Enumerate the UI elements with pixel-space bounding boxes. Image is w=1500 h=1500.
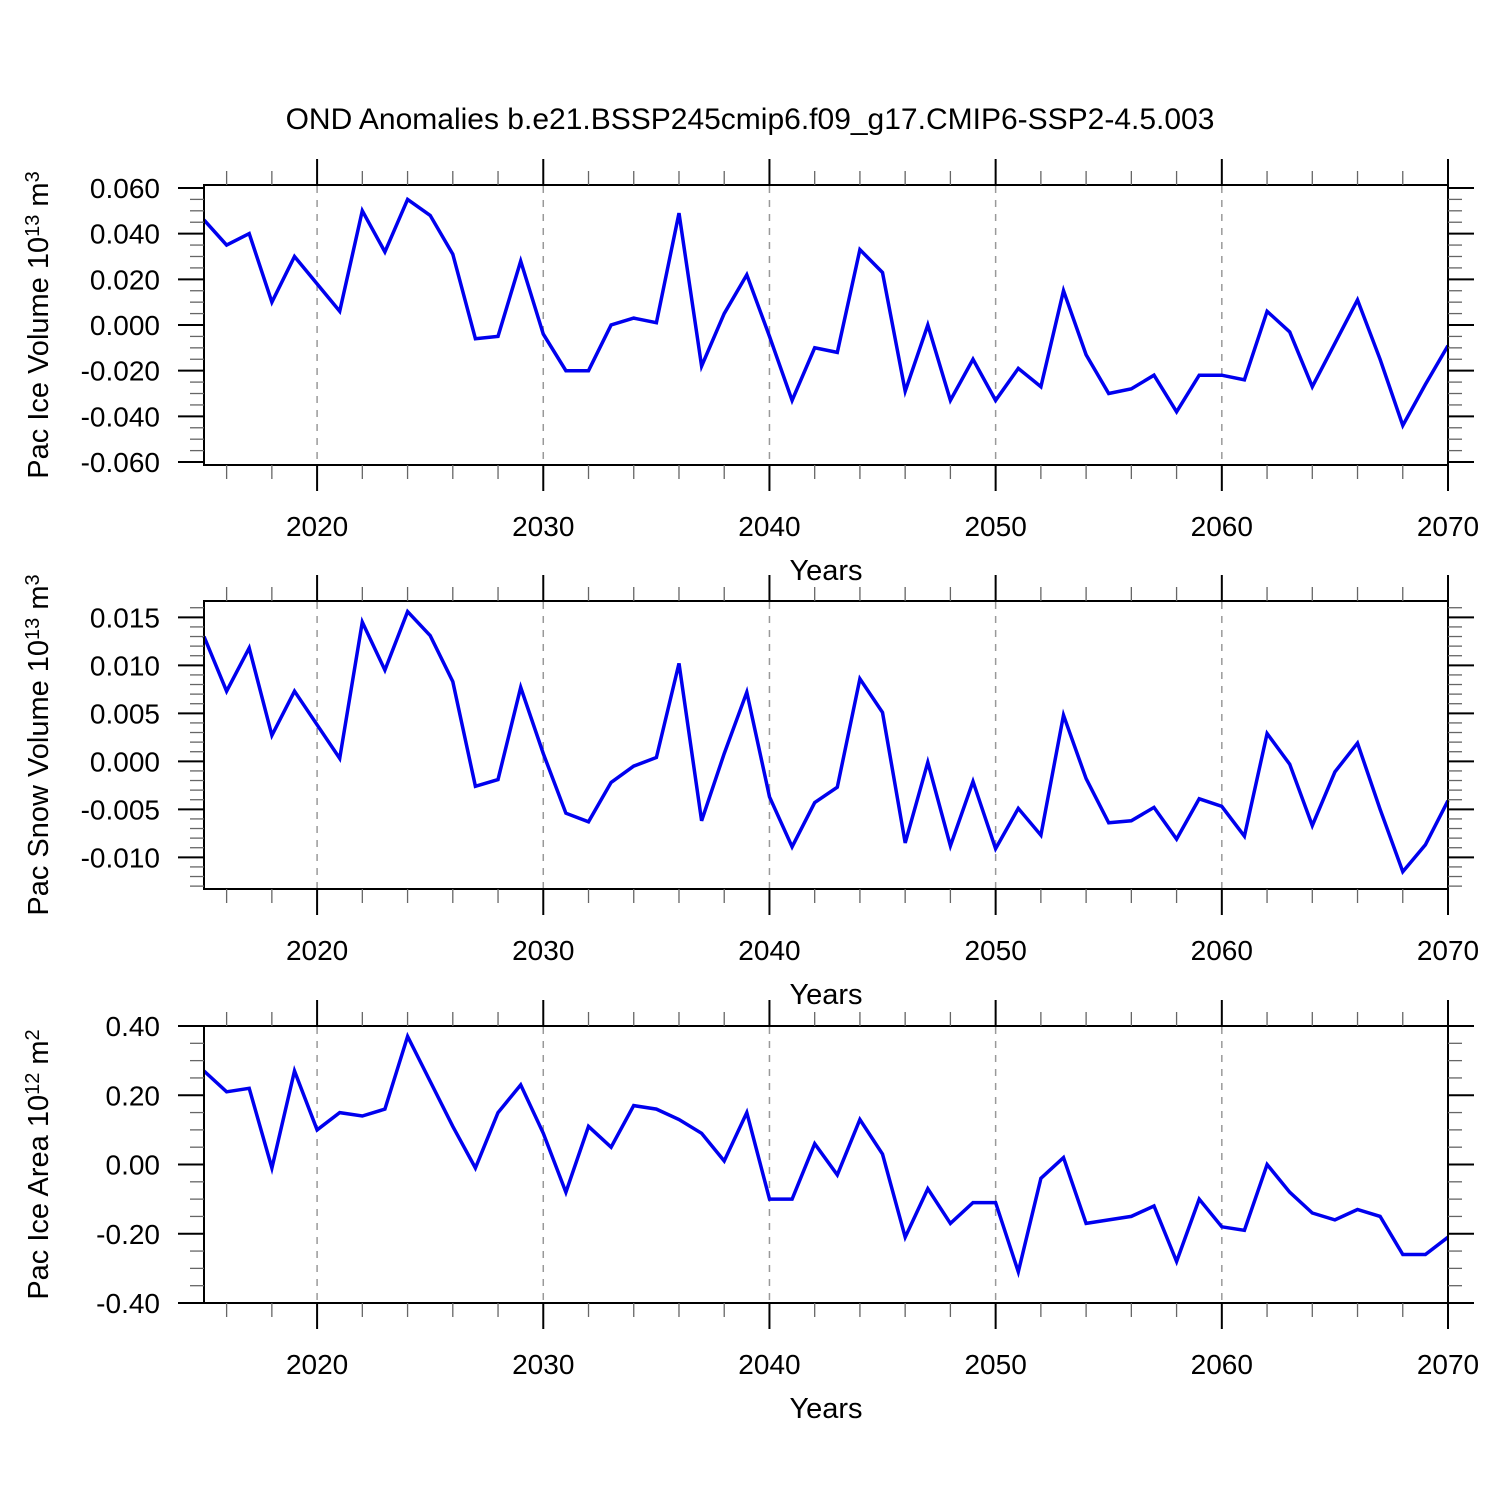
- panel-3-x-tick-label: 2060: [1191, 1349, 1253, 1380]
- panel-3-x-tick-label: 2050: [964, 1349, 1026, 1380]
- panel-2-y-tick-label: 0.015: [90, 602, 160, 633]
- panel-2-x-tick-label: 2040: [738, 935, 800, 966]
- panel-3-y-tick-label: 0.00: [106, 1150, 161, 1181]
- panel-1-x-tick-label: 2060: [1191, 511, 1253, 542]
- panel-3-x-tick-label: 2020: [286, 1349, 348, 1380]
- panel-1-y-tick-label: -0.040: [81, 401, 160, 432]
- panel-3-y-tick-label: -0.20: [96, 1219, 160, 1250]
- panel-3-x-axis-title: Years: [789, 1393, 862, 1425]
- panel-2-y-tick-label: -0.010: [81, 842, 160, 873]
- panel-1-series-line-pac-ice-volume: [202, 196, 1450, 430]
- panel-2-y-tick-label: -0.005: [81, 794, 160, 825]
- panel-3-x-tick-label: 2030: [512, 1349, 574, 1380]
- panel-1-x-tick-label: 2070: [1417, 511, 1479, 542]
- panel-1-x-tick-label: 2040: [738, 511, 800, 542]
- panel-3-y-tick-label: 0.40: [106, 1011, 161, 1042]
- panel-3-x-tick-label: 2070: [1417, 1349, 1479, 1380]
- panel-3-frame: [203, 1025, 1449, 1304]
- panel-1-x-axis-title: Years: [789, 555, 862, 587]
- panel-2-x-tick-label: 2070: [1417, 935, 1479, 966]
- panel-1-y-tick-label: -0.060: [81, 447, 160, 478]
- panel-1-y-tick-label: 0.060: [90, 173, 160, 204]
- panel-1-x-tick-label: 2050: [964, 511, 1026, 542]
- panel-2-x-axis-title: Years: [789, 979, 862, 1011]
- panel-3-y-tick-label: -0.40: [96, 1288, 160, 1319]
- panel-1-y-tick-label: 0.000: [90, 310, 160, 341]
- figure-title: OND Anomalies b.e21.BSSP245cmip6.f09_g17…: [285, 103, 1215, 136]
- panel-2-y-tick-label: 0.000: [90, 746, 160, 777]
- panel-2-y-tick-label: 0.010: [90, 650, 160, 681]
- panel-1-x-tick-label: 2020: [286, 511, 348, 542]
- panel-2-x-tick-label: 2030: [512, 935, 574, 966]
- panel-2-x-tick-label: 2060: [1191, 935, 1253, 966]
- panel-2-y-axis-title: Pac Snow Volume 1013 m3: [22, 574, 55, 915]
- panel-2-y-tick-label: 0.005: [90, 698, 160, 729]
- panel-3-y-tick-label: 0.20: [106, 1080, 161, 1111]
- panel-1-y-axis-title: Pac Ice Volume 1013 m3: [22, 171, 55, 478]
- panel-3-series-line-pac-ice-area: [202, 1031, 1450, 1279]
- panel-1-y-tick-label: 0.020: [90, 264, 160, 295]
- panel-1-x-tick-label: 2030: [512, 511, 574, 542]
- panel-2-series-line-pac-snow-volume: [202, 608, 1450, 876]
- panel-1-y-tick-label: 0.040: [90, 219, 160, 250]
- panel-1-y-tick-label: -0.020: [81, 356, 160, 387]
- panel-3-x-tick-label: 2040: [738, 1349, 800, 1380]
- panel-3-y-axis-title: Pac Ice Area 1012 m2: [22, 1029, 55, 1299]
- panel-2-x-tick-label: 2020: [286, 935, 348, 966]
- panel-2-frame: [203, 600, 1449, 890]
- panel-2-x-tick-label: 2050: [964, 935, 1026, 966]
